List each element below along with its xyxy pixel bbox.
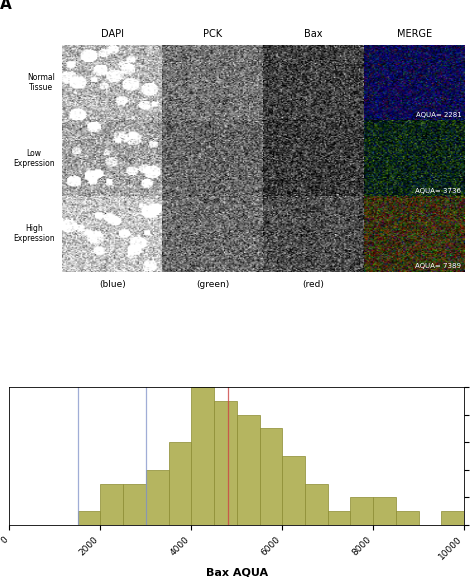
Bar: [78, 511, 100, 525]
Bar: [123, 484, 146, 525]
Bar: [441, 511, 464, 525]
Bar: [100, 484, 123, 525]
Bar: [214, 400, 237, 525]
Text: (green): (green): [196, 280, 229, 289]
Bar: [328, 511, 350, 525]
Text: Normal
Tissue: Normal Tissue: [27, 73, 55, 92]
Text: Low
Expression: Low Expression: [13, 148, 55, 168]
X-axis label: Bax AQUA: Bax AQUA: [206, 567, 268, 577]
Text: Bax: Bax: [304, 29, 323, 39]
Text: A: A: [0, 0, 12, 12]
Bar: [350, 497, 373, 525]
Bar: [237, 414, 259, 525]
Text: DAPI: DAPI: [100, 29, 124, 39]
Bar: [305, 484, 328, 525]
Text: (red): (red): [302, 280, 324, 289]
Text: AQUA= 2281: AQUA= 2281: [416, 112, 462, 118]
Text: High
Expression: High Expression: [13, 224, 55, 243]
Text: PCK: PCK: [203, 29, 222, 39]
Bar: [259, 428, 282, 525]
Bar: [373, 497, 396, 525]
Bar: [282, 456, 305, 525]
Bar: [191, 387, 214, 525]
Text: AQUA= 7389: AQUA= 7389: [416, 263, 462, 269]
Text: AQUA= 3736: AQUA= 3736: [416, 188, 462, 194]
Bar: [146, 470, 169, 525]
Text: (blue): (blue): [99, 280, 126, 289]
Text: MERGE: MERGE: [397, 29, 432, 39]
Bar: [396, 511, 419, 525]
Bar: [169, 442, 191, 525]
